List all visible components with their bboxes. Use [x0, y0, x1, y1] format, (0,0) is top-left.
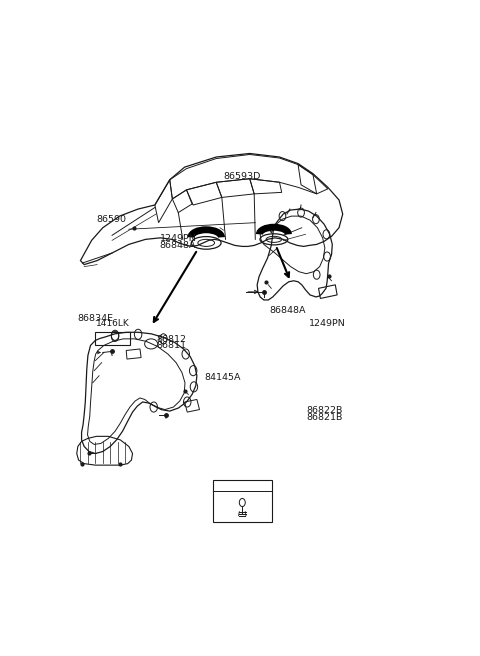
Text: 86822B: 86822B: [306, 406, 343, 415]
Text: 86834E: 86834E: [78, 314, 114, 323]
Text: 86811: 86811: [156, 341, 187, 350]
Text: 86593D: 86593D: [224, 173, 261, 181]
Text: 86848A: 86848A: [160, 241, 196, 251]
Text: 1249PN: 1249PN: [309, 319, 345, 327]
Text: 1416LK: 1416LK: [96, 319, 129, 328]
Text: 86812: 86812: [156, 335, 187, 344]
Text: 86590: 86590: [96, 215, 126, 224]
Text: 86821B: 86821B: [306, 413, 343, 422]
Text: 84145A: 84145A: [204, 373, 241, 382]
Text: 86848A: 86848A: [269, 306, 306, 315]
Text: 1249PN: 1249PN: [160, 234, 196, 243]
